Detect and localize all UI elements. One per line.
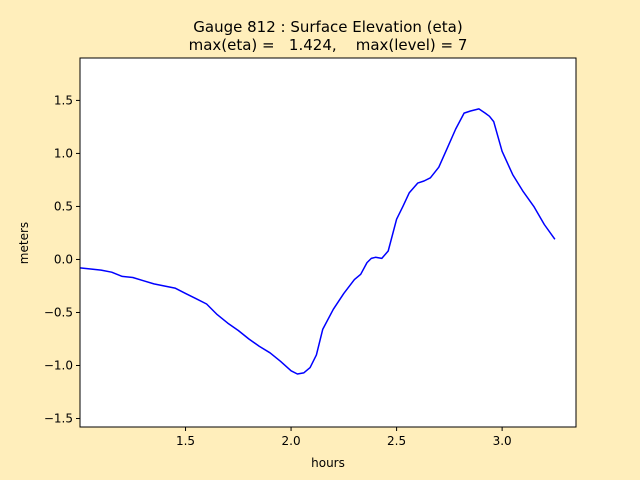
x-axis-label: hours <box>311 456 345 470</box>
y-tick-label: 0.0 <box>54 252 73 266</box>
y-tick-label: 1.5 <box>54 93 73 107</box>
x-tick-label: 1.5 <box>176 434 195 448</box>
x-tick-label: 3.0 <box>493 434 512 448</box>
x-tick-label: 2.0 <box>282 434 301 448</box>
plot-area <box>80 58 576 427</box>
y-axis-ticks: −1.5 −1.0 −0.5 0.0 0.5 1.0 1.5 <box>44 93 80 426</box>
y-tick-label: 1.0 <box>54 146 73 160</box>
y-axis-label: meters <box>17 222 31 264</box>
plot-frame <box>79 57 577 428</box>
y-tick-label: 0.5 <box>54 199 73 213</box>
y-tick-label: −1.5 <box>44 412 73 426</box>
x-axis-ticks: 1.5 2.0 2.5 3.0 <box>176 427 512 448</box>
y-tick-label: −1.0 <box>44 359 73 373</box>
chart-title-line-2: max(eta) = 1.424, max(level) = 7 <box>189 36 468 54</box>
x-tick-label: 2.5 <box>387 434 406 448</box>
series-layer <box>79 108 556 375</box>
y-tick-label: −0.5 <box>44 305 73 319</box>
chart-title-line-1: Gauge 812 : Surface Elevation (eta) <box>193 18 462 36</box>
series-line-0 <box>79 108 556 375</box>
